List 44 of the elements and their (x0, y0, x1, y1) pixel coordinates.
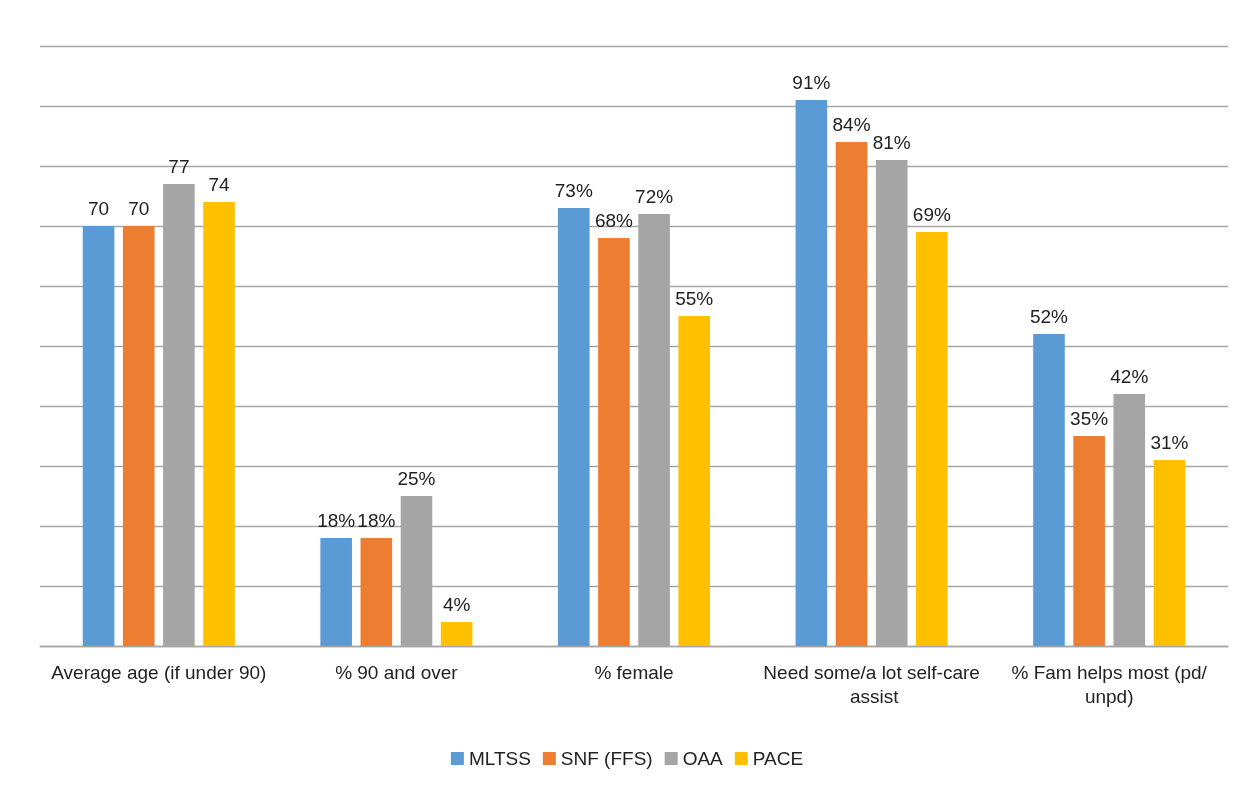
bar (1033, 334, 1065, 646)
bar (320, 538, 352, 646)
bar (1153, 460, 1186, 646)
data-label: 35% (1070, 408, 1109, 429)
bar (360, 538, 393, 646)
legend-label: OAA (682, 748, 724, 769)
bar (203, 202, 235, 646)
legend-label: MLTSS (468, 748, 531, 769)
data-label: 73% (554, 180, 593, 201)
data-label: 55% (675, 288, 714, 309)
data-label: 42% (1110, 366, 1149, 387)
data-label: 81% (872, 132, 911, 153)
x-tick-label: Average age (if under 90) (51, 661, 267, 683)
data-label: 70 (88, 198, 110, 219)
bar (1073, 436, 1105, 646)
data-label: 52% (1029, 306, 1069, 327)
bar (795, 100, 828, 646)
data-label: 18% (357, 510, 396, 531)
data-label: 18% (317, 510, 356, 531)
bar (122, 226, 155, 646)
legend-label: PACE (752, 748, 804, 769)
bar (678, 316, 711, 646)
data-label: 74 (208, 174, 231, 195)
data-label: 84% (832, 114, 871, 135)
data-label: 31% (1150, 432, 1189, 453)
data-label: 69% (912, 204, 951, 225)
data-label: 72% (635, 186, 674, 207)
data-label: 91% (792, 72, 831, 93)
data-label: 4% (442, 594, 471, 615)
x-tick-label: Need some/a lot self-care assist (763, 661, 980, 707)
bar (82, 226, 115, 646)
legend-label: SNF (FFS) (560, 748, 653, 769)
data-label: 70 (128, 198, 150, 219)
data-label: 77 (168, 156, 190, 177)
bar (916, 232, 948, 646)
data-label: 25% (397, 468, 436, 489)
x-tick-label: % Fam helps most (pd/unpd) (1011, 661, 1208, 707)
bar (440, 622, 473, 646)
bar (835, 142, 868, 646)
x-tick-label: % female (594, 661, 674, 683)
bar (598, 238, 630, 646)
bar (557, 208, 590, 646)
data-label: 68% (594, 210, 634, 231)
x-tick-label: % 90 and over (335, 661, 459, 683)
